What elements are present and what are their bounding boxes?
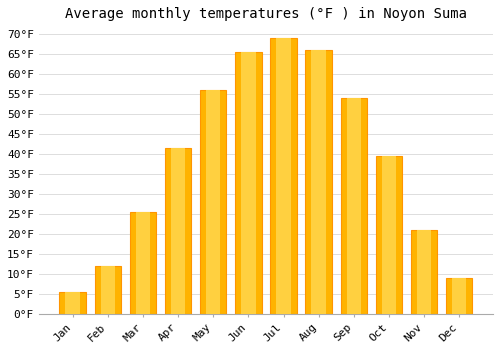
Bar: [94, 266, 121, 314]
Bar: [306, 50, 332, 314]
Title: Average monthly temperatures (°F ) in Noyon Suma: Average monthly temperatures (°F ) in No…: [65, 7, 467, 21]
Bar: [346, 98, 361, 314]
Bar: [66, 292, 80, 314]
Bar: [411, 230, 438, 314]
Bar: [382, 156, 396, 314]
Bar: [235, 52, 262, 314]
Bar: [276, 38, 291, 314]
Bar: [446, 278, 472, 314]
Bar: [452, 278, 466, 314]
Bar: [165, 148, 191, 314]
Bar: [130, 212, 156, 314]
Bar: [270, 38, 296, 314]
Bar: [60, 292, 86, 314]
Bar: [312, 50, 326, 314]
Bar: [206, 90, 220, 314]
Bar: [200, 90, 226, 314]
Bar: [171, 148, 186, 314]
Bar: [136, 212, 150, 314]
Bar: [376, 156, 402, 314]
Bar: [340, 98, 367, 314]
Bar: [100, 266, 115, 314]
Bar: [417, 230, 432, 314]
Bar: [241, 52, 256, 314]
